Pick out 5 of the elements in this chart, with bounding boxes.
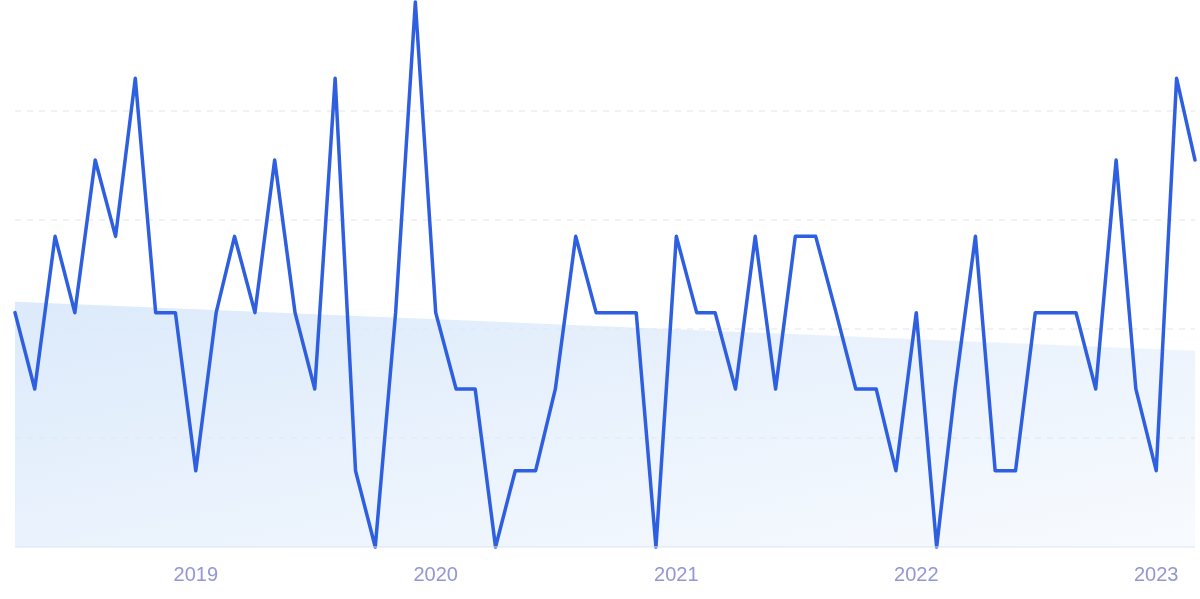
x-tick-label: 2021 [654,563,699,585]
x-tick-label: 2020 [413,563,458,585]
x-tick-label: 2023 [1133,563,1179,585]
x-tick-label: 2022 [894,563,939,585]
x-tick-label: 2019 [173,563,219,585]
